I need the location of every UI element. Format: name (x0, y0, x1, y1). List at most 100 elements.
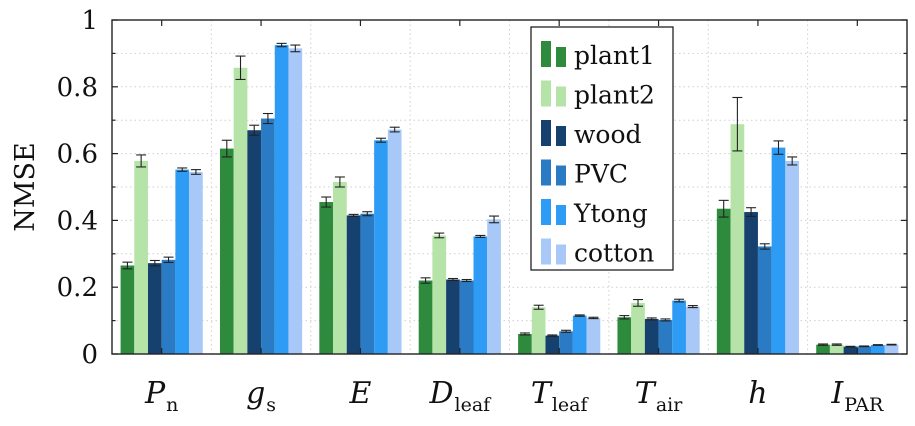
legend-swatch (556, 244, 566, 265)
error-bar-plant2-6 (732, 96, 743, 152)
error-bar-cotton-3 (489, 215, 500, 224)
x-category-label: Tair (635, 376, 683, 416)
error-bar-wood-0 (149, 259, 160, 267)
error-bar-plant1-3 (420, 277, 431, 284)
bar-wood-1 (247, 130, 262, 354)
error-bar-wood-1 (249, 124, 260, 136)
bar-Ytong-0 (175, 169, 190, 354)
error-bar-cotton-5 (687, 305, 698, 309)
error-bar-plant2-5 (633, 299, 644, 307)
bar-PVC-0 (161, 259, 176, 354)
bar-plant2-2 (333, 181, 347, 354)
legend: plant1 plant2 wood PVC Ytong cotton (530, 26, 674, 271)
error-bar-plant1-0 (122, 261, 133, 270)
error-bar-Ytong-7 (872, 344, 883, 346)
legend-label: plant1 (574, 41, 655, 70)
bar-wood-4 (545, 335, 560, 354)
error-bar-cotton-4 (588, 316, 599, 320)
legend-swatch (556, 165, 566, 186)
bar-Ytong-6 (771, 147, 786, 354)
legend-label: PVC (574, 160, 628, 189)
bar-plant1-0 (120, 265, 135, 354)
x-category-label: IPAR (830, 376, 884, 416)
error-bar-Ytong-2 (375, 137, 386, 143)
error-bars-layer (122, 42, 897, 348)
error-bar-wood-3 (447, 277, 458, 282)
error-bar-plant1-4 (519, 332, 530, 336)
error-bar-plant1-5 (619, 315, 630, 320)
bar-plant2-0 (134, 160, 148, 354)
bar-cotton-7 (884, 344, 899, 354)
legend-swatch (556, 205, 566, 225)
legend-swatch (556, 47, 566, 67)
error-bar-PVC-2 (362, 211, 373, 217)
y-tick-label: 0 (81, 340, 98, 370)
error-bar-plant2-2 (334, 176, 345, 188)
legend-item-plant1: plant1 (541, 41, 655, 70)
bar-plant2-5 (631, 302, 645, 354)
bar-Ytong-7 (871, 344, 885, 354)
bar-plant2-1 (233, 67, 248, 355)
legend-item-wood: wood (541, 120, 642, 149)
bar-PVC-5 (658, 319, 673, 354)
bar-plant1-6 (716, 208, 731, 354)
error-bar-PVC-4 (561, 329, 572, 333)
error-bar-plant1-6 (718, 199, 729, 218)
bar-plant2-4 (531, 307, 546, 354)
error-bar-cotton-7 (886, 343, 897, 346)
error-bar-cotton-0 (190, 169, 201, 175)
legend-item-Ytong: Ytong (541, 199, 648, 228)
bar-plant1-4 (518, 333, 532, 354)
error-bar-cotton-1 (290, 44, 301, 53)
x-category-label: Pn (144, 376, 178, 416)
error-bar-plant2-7 (831, 343, 842, 346)
bar-PVC-2 (360, 213, 375, 354)
bar-cotton-5 (685, 306, 700, 354)
error-bar-PVC-0 (163, 256, 174, 264)
x-category-label: Tleaf (531, 376, 590, 416)
legend-swatch (541, 159, 551, 186)
bar-plant1-2 (319, 202, 334, 354)
legend-label: Ytong (573, 199, 648, 228)
legend-item-cotton: cotton (541, 238, 654, 268)
bar-Ytong-4 (572, 315, 587, 354)
y-tick-label: 0.4 (57, 206, 98, 236)
x-category-label: gs (246, 376, 276, 416)
legend-swatch (556, 86, 566, 107)
error-bar-plant2-3 (434, 232, 445, 239)
error-bar-plant2-4 (533, 304, 544, 310)
bar-plant1-5 (617, 317, 632, 354)
bar-wood-6 (744, 212, 758, 354)
error-bar-plant1-2 (321, 196, 332, 208)
bar-PVC-6 (757, 246, 772, 354)
x-category-label: Dleaf (428, 376, 492, 416)
error-bar-wood-4 (547, 334, 558, 337)
y-tick-label: 0.8 (57, 73, 98, 103)
legend-label: plant2 (574, 81, 655, 110)
error-bar-plant2-0 (136, 154, 147, 168)
bar-cotton-2 (387, 129, 402, 354)
x-category-label: E (348, 376, 371, 411)
bar-Ytong-5 (672, 300, 686, 354)
legend-swatch (541, 120, 551, 146)
bar-plant2-3 (432, 235, 447, 354)
legend-swatch (541, 41, 551, 67)
bar-Ytong-3 (473, 236, 488, 354)
bar-wood-7 (843, 346, 858, 354)
error-bar-wood-2 (348, 213, 359, 217)
bar-plant1-7 (816, 344, 830, 354)
legend-item-PVC: PVC (541, 159, 628, 189)
error-bar-plant1-1 (221, 139, 232, 158)
legend-swatch (541, 238, 551, 265)
bar-plant2-6 (730, 124, 745, 354)
legend-box (530, 26, 674, 271)
bar-cotton-0 (189, 171, 203, 354)
error-bar-cotton-6 (787, 156, 798, 166)
bar-PVC-3 (459, 280, 474, 354)
error-bar-cotton-2 (389, 126, 400, 133)
error-bar-PVC-7 (859, 345, 870, 348)
error-bar-plant2-1 (235, 55, 246, 81)
y-ticks-layer: 0 0.2 0.4 0.6 0.8 1 (57, 6, 907, 370)
bar-PVC-4 (559, 331, 573, 354)
error-bar-plant1-7 (818, 343, 829, 346)
